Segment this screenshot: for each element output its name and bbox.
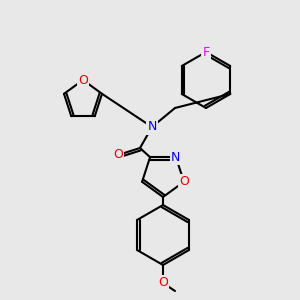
Text: N: N	[147, 121, 157, 134]
Text: N: N	[171, 151, 181, 164]
Text: O: O	[158, 277, 168, 290]
Text: O: O	[113, 148, 123, 161]
Text: F: F	[202, 46, 210, 59]
Text: O: O	[78, 74, 88, 86]
Text: O: O	[179, 175, 189, 188]
